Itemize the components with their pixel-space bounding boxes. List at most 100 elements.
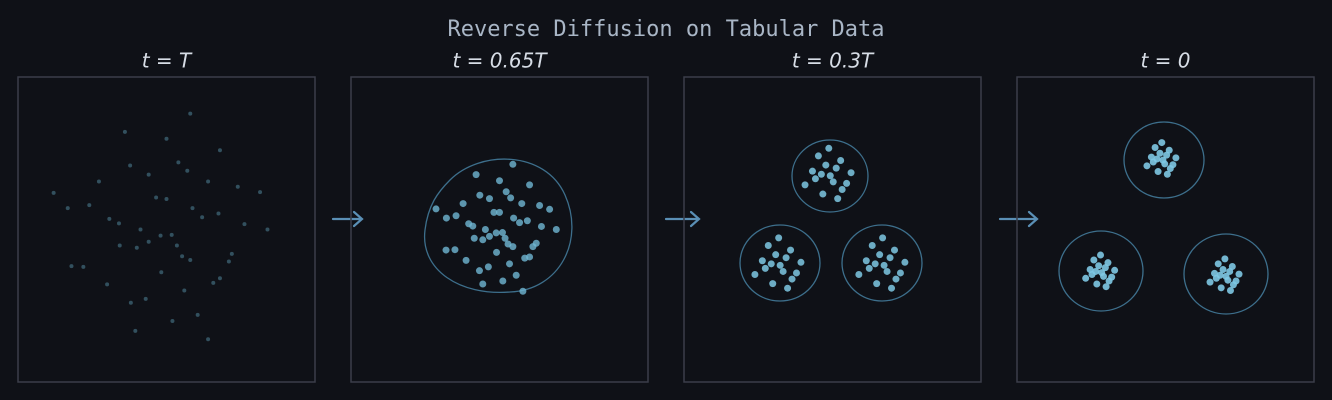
point	[265, 227, 270, 232]
point	[206, 337, 211, 342]
point	[847, 169, 855, 177]
point	[788, 275, 796, 283]
point	[1143, 162, 1151, 170]
point	[1093, 280, 1101, 288]
point	[242, 222, 247, 227]
point	[432, 205, 440, 213]
point	[1153, 155, 1161, 163]
point	[797, 258, 805, 266]
point	[116, 221, 121, 226]
point	[496, 208, 503, 216]
arrows	[331, 210, 1039, 228]
point	[1163, 170, 1171, 178]
point	[879, 234, 887, 242]
points	[751, 144, 909, 292]
point	[1222, 272, 1230, 280]
point	[1095, 262, 1103, 270]
point	[190, 206, 195, 211]
panel-title: t = 0.65T	[452, 49, 548, 73]
arrow	[664, 210, 701, 228]
contours	[424, 121, 1269, 315]
point	[501, 234, 509, 242]
point	[1163, 151, 1171, 159]
point	[826, 172, 834, 180]
point	[838, 185, 846, 193]
point	[117, 243, 122, 248]
point	[532, 239, 540, 247]
point	[138, 227, 143, 232]
point	[865, 264, 873, 272]
point	[146, 239, 151, 244]
point	[159, 270, 164, 275]
point	[843, 179, 851, 187]
point	[484, 263, 492, 271]
point	[509, 243, 517, 251]
point	[1098, 269, 1106, 277]
point	[481, 226, 489, 233]
point	[1090, 256, 1098, 264]
panel-title: t = T	[142, 49, 193, 73]
point	[801, 181, 809, 189]
point	[892, 275, 900, 283]
point	[1092, 267, 1100, 275]
point	[1151, 144, 1159, 152]
point	[459, 200, 467, 208]
point	[1216, 271, 1224, 279]
point	[69, 264, 74, 269]
point	[174, 243, 179, 248]
point	[216, 211, 221, 216]
point	[868, 242, 876, 250]
point	[490, 208, 498, 216]
figure-title: Reverse Diffusion on Tabular Data	[447, 17, 884, 42]
point	[811, 175, 819, 183]
point	[761, 264, 769, 272]
point	[188, 258, 193, 262]
point	[176, 160, 181, 165]
panel-frame	[350, 76, 649, 383]
point	[507, 194, 515, 202]
point	[143, 296, 148, 301]
point	[758, 257, 766, 265]
point	[552, 226, 560, 233]
point	[442, 246, 450, 254]
point	[200, 215, 205, 220]
point	[779, 267, 787, 275]
point	[880, 261, 888, 269]
point	[133, 328, 138, 333]
point	[509, 160, 517, 168]
point	[164, 136, 169, 141]
point	[217, 148, 222, 153]
point	[1108, 273, 1116, 281]
point	[896, 269, 904, 277]
point	[888, 284, 896, 292]
point	[1226, 267, 1234, 275]
point	[164, 197, 169, 201]
point	[862, 257, 870, 265]
contour	[791, 139, 869, 213]
point	[829, 178, 837, 186]
contour	[1123, 121, 1205, 199]
point	[873, 280, 881, 288]
point	[472, 171, 480, 179]
points	[432, 160, 560, 295]
point	[764, 242, 772, 250]
contour	[424, 158, 573, 294]
point	[1214, 260, 1222, 268]
point	[188, 111, 193, 116]
point	[1102, 283, 1110, 291]
point	[479, 280, 487, 288]
point	[462, 256, 470, 264]
point	[469, 222, 477, 230]
point	[499, 277, 507, 285]
point	[496, 177, 503, 185]
point	[834, 195, 842, 203]
point	[526, 253, 534, 261]
point	[1097, 251, 1105, 259]
point	[134, 245, 139, 250]
panel-frame	[17, 76, 316, 383]
point	[206, 179, 211, 184]
contour	[739, 224, 821, 302]
point	[1082, 274, 1090, 282]
